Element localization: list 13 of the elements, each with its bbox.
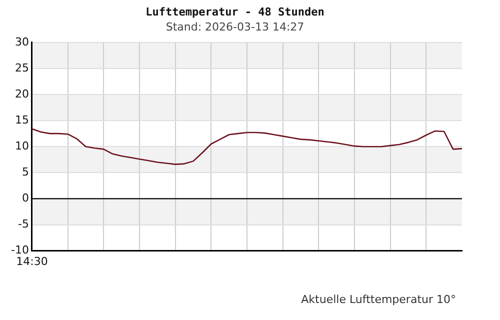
y-tick-label: 15: [14, 113, 29, 126]
text: Aktuelle Lufttemperatur 10°: [301, 293, 456, 306]
y-tick-label: 20: [14, 87, 29, 100]
y-tick-label: -5: [18, 218, 29, 231]
y-tick-label: 0: [22, 192, 29, 205]
y-tick-label: -10: [11, 244, 29, 257]
chart-title: Lufttemperatur - 48 Stunden: [146, 5, 324, 18]
y-tick-label: 25: [14, 61, 29, 74]
y-tick-label: 10: [14, 139, 29, 152]
chart-subtitle: Stand: 2026-03-13 14:27: [166, 20, 304, 34]
y-tick-label: 30: [14, 35, 29, 48]
y-tick-label: 5: [22, 166, 29, 179]
text: 14:30: [16, 255, 48, 268]
